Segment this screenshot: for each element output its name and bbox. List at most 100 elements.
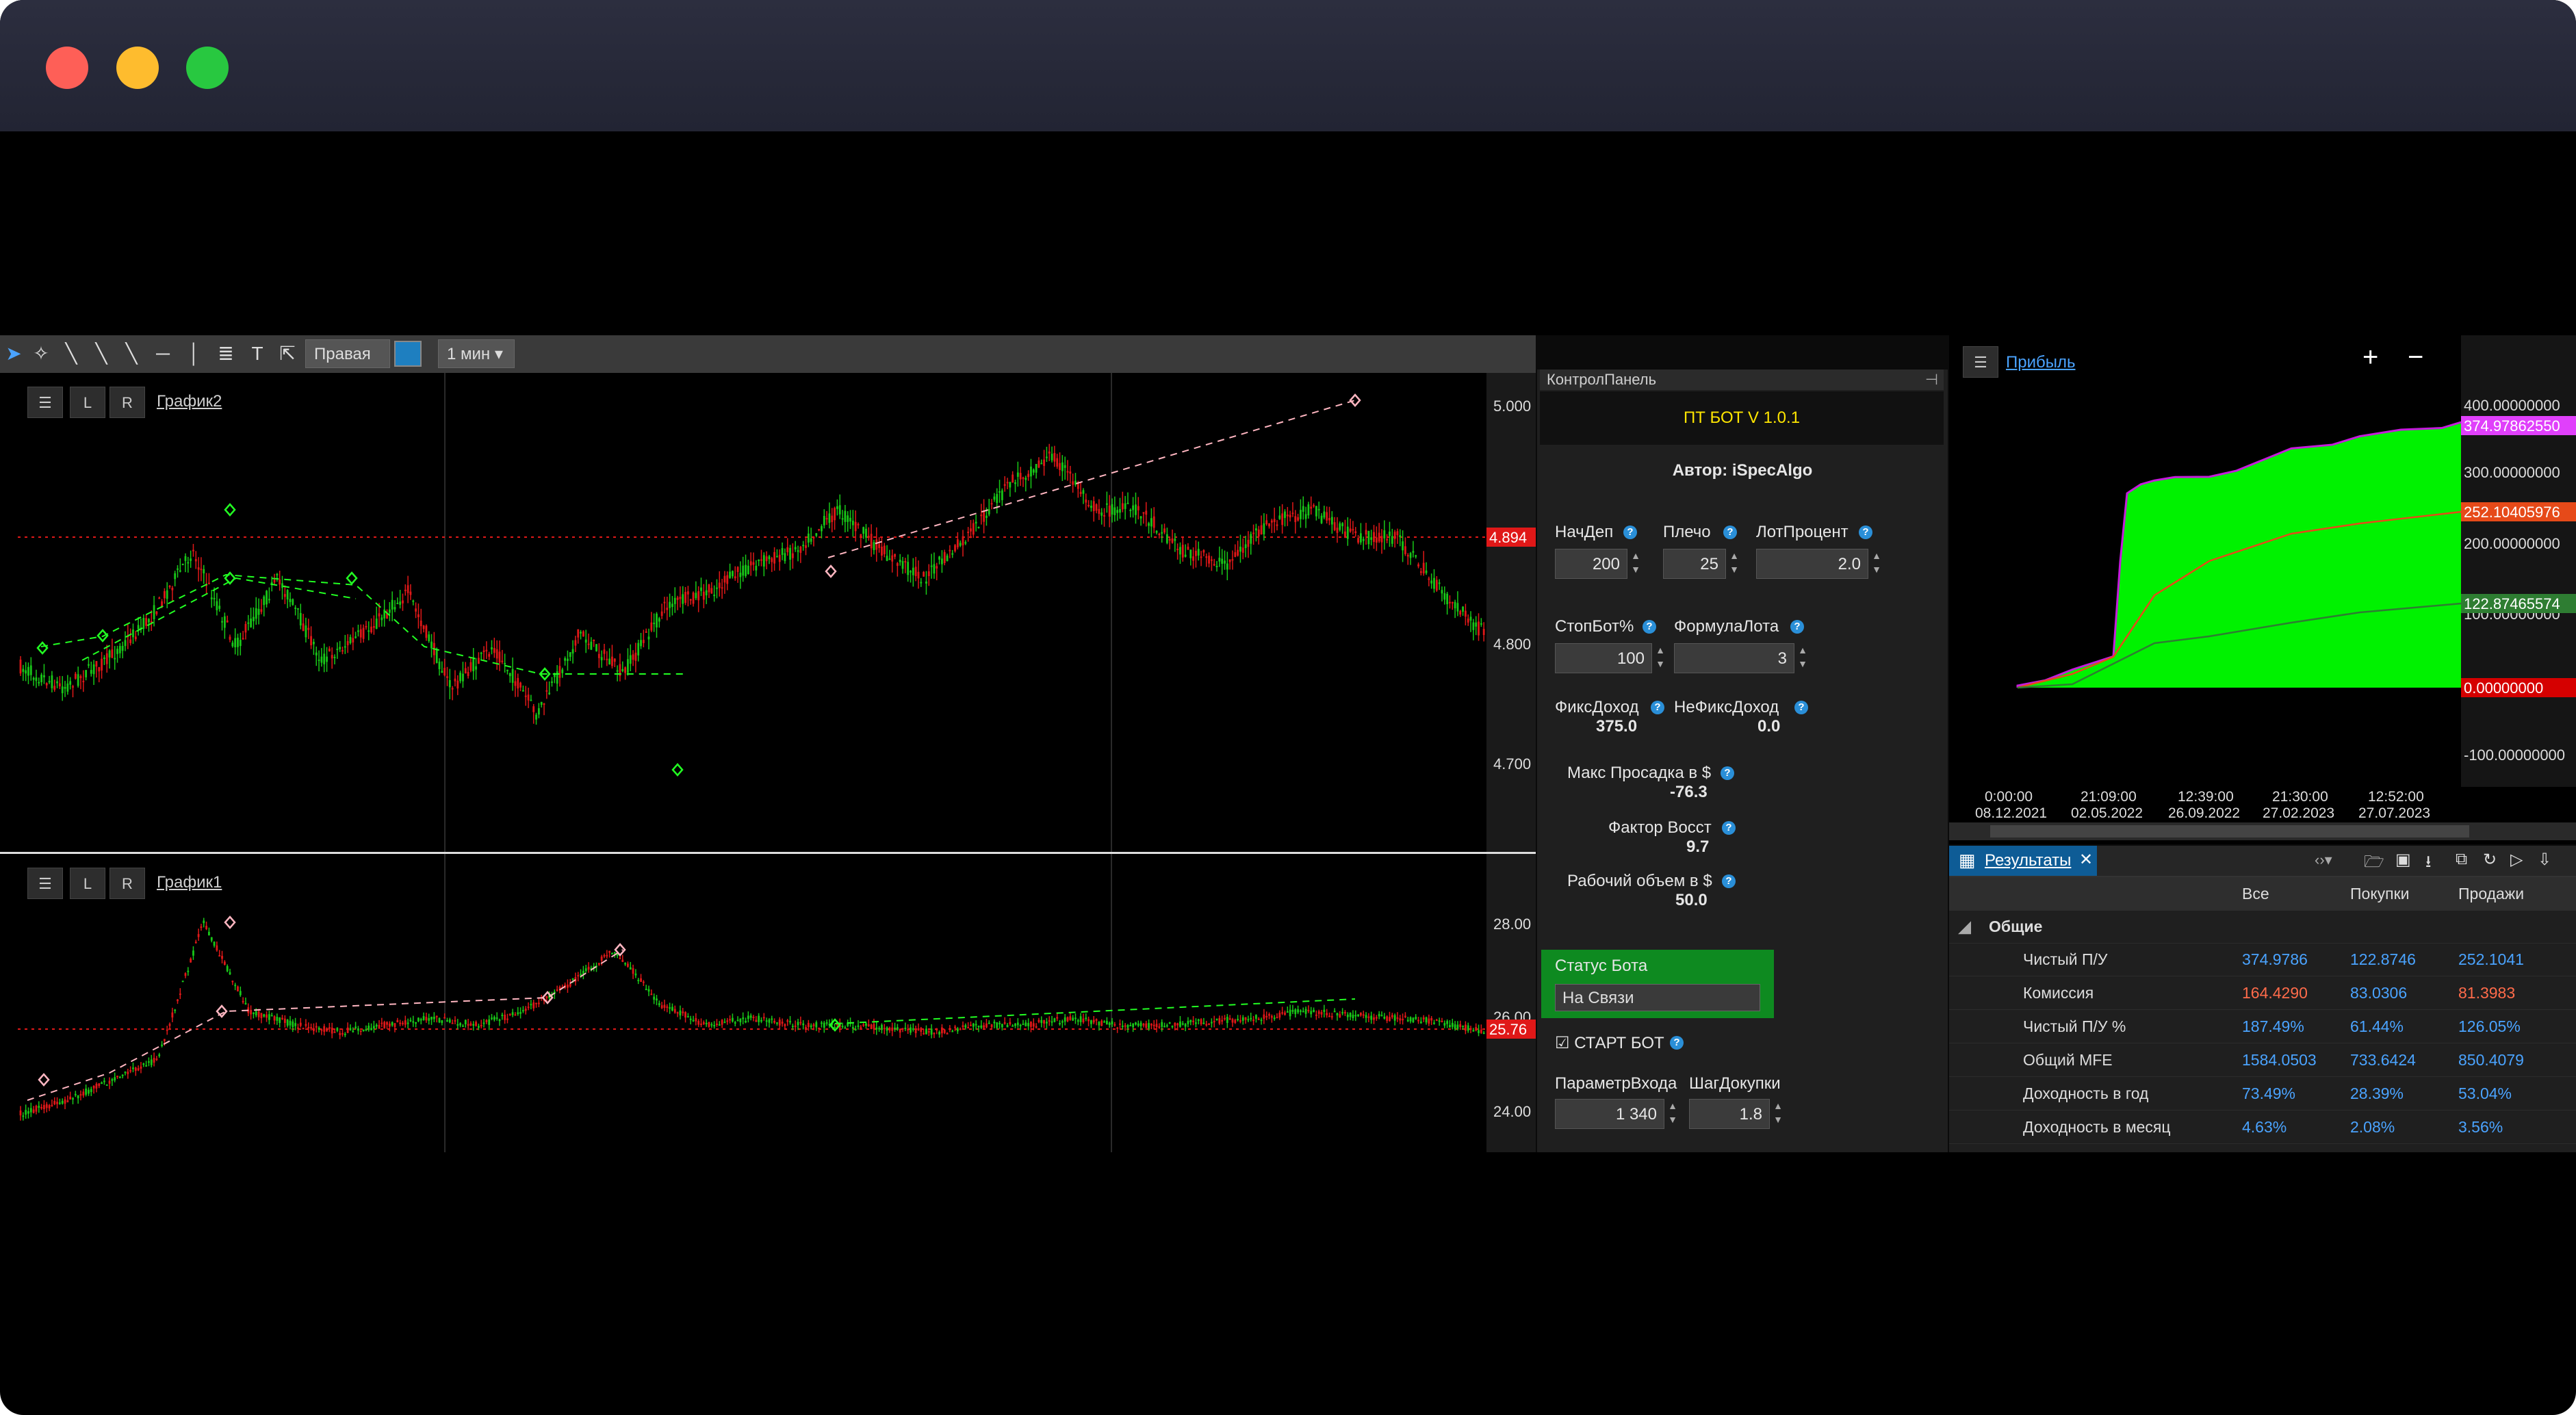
timeframe-select[interactable]: 1 мин ▾ <box>438 339 515 368</box>
candle-up <box>1333 1011 1336 1013</box>
stopbot-input[interactable]: 100 <box>1555 643 1652 673</box>
play-icon[interactable]: ▷ <box>2510 851 2523 869</box>
chart-top-name[interactable]: График2 <box>157 392 222 411</box>
candle-up <box>1226 1017 1228 1023</box>
results-tab[interactable]: Результаты <box>1949 846 2097 876</box>
stopbot-stepper[interactable]: ▲ ▼ <box>1656 645 1665 669</box>
nachdep-stepper[interactable]: ▲ ▼ <box>1631 550 1640 575</box>
col-buy-header[interactable]: Покупки <box>2350 885 2410 903</box>
candle-down <box>545 690 548 692</box>
maximize-window-button[interactable] <box>186 47 229 89</box>
lotpercent-stepper[interactable]: ▲ ▼ <box>1872 550 1881 575</box>
checkbox-icon[interactable]: ☑ <box>1555 1034 1570 1052</box>
profit-menu-icon[interactable]: ☰ <box>1963 346 1998 378</box>
collapse-icon[interactable]: ◢ <box>1959 918 1971 935</box>
save-icon[interactable]: ▣ <box>2395 851 2411 869</box>
candle-up <box>849 517 851 522</box>
formula-help-icon[interactable]: ? <box>1790 620 1804 634</box>
volume-help-icon[interactable]: ? <box>1722 874 1736 888</box>
chart-bottom[interactable]: 28.00 26.00 24.00 25.76 ☰ L R График1 <box>0 854 1536 1152</box>
zoom-in-button[interactable]: + <box>2362 342 2379 372</box>
select-area-icon[interactable]: ⇱ <box>279 343 296 364</box>
color-picker-button[interactable] <box>394 341 422 367</box>
max-drawdown-help-icon[interactable]: ? <box>1721 766 1734 780</box>
candle-down <box>454 1020 456 1022</box>
candle-up <box>1009 482 1012 488</box>
plecho-help-icon[interactable]: ? <box>1723 525 1737 539</box>
lotpercent-help-icon[interactable]: ? <box>1859 525 1872 539</box>
chart-top-left-button[interactable]: L <box>70 387 105 418</box>
col-all-header[interactable]: Все <box>2242 885 2269 903</box>
pointer-tool-icon[interactable]: ➤ <box>5 343 22 364</box>
copy-icon[interactable]: ⧉ <box>2456 850 2468 868</box>
lotpercent-input[interactable]: 2.0 <box>1756 549 1868 579</box>
navigate-icon[interactable]: ‹›▾ <box>2315 851 2332 868</box>
open-folder-icon[interactable]: 🗁 <box>2364 853 2384 871</box>
stopbot-help-icon[interactable]: ? <box>1643 620 1656 634</box>
fibonacci-tool-icon[interactable]: ≣ <box>218 343 234 364</box>
minimize-window-button[interactable] <box>116 47 159 89</box>
step-stepper[interactable]: ▲ ▼ <box>1773 1100 1783 1125</box>
candle-down <box>1032 1023 1035 1027</box>
results-row[interactable]: Чистый П/У 374.9786 122.8746 252.1041 <box>1949 943 2576 976</box>
profit-chart[interactable]: 400.00000000 300.00000000 200.00000000 100.… <box>1949 335 2576 844</box>
formula-stepper[interactable]: ▲ ▼ <box>1798 645 1807 669</box>
chart-bottom-menu-icon[interactable]: ☰ <box>27 868 63 899</box>
text-tool-icon[interactable]: T <box>251 343 263 364</box>
entry-param-stepper[interactable]: ▲ ▼ <box>1668 1100 1677 1125</box>
fix-income-help-icon[interactable]: ? <box>1651 701 1664 714</box>
candle-up <box>553 674 556 677</box>
close-tab-icon[interactable]: ✕ <box>2079 851 2094 869</box>
line-tool-icon[interactable]: ╲ <box>65 343 77 364</box>
results-row[interactable]: Чистый П/У % 187.49% 61.44% 126.05% <box>1949 1010 2576 1043</box>
chart-top-canvas[interactable]: 5.000 4.800 4.700 4.894 <box>0 373 1536 852</box>
vertical-line-icon[interactable]: │ <box>188 343 201 364</box>
candle-down <box>1326 512 1328 521</box>
download-icon[interactable]: ⭳ <box>2425 853 2432 871</box>
results-row[interactable]: Общий MFE 1584.0503 733.6424 850.4079 <box>1949 1043 2576 1077</box>
results-row[interactable]: Доходность в год 73.49% 28.39% 53.04% <box>1949 1077 2576 1111</box>
plecho-stepper[interactable]: ▲ ▼ <box>1729 550 1739 575</box>
candle-up <box>124 1072 127 1074</box>
col-sell-header[interactable]: Продажи <box>2458 885 2525 903</box>
crosshair-tool-icon[interactable]: ✧ <box>33 343 49 364</box>
profit-title[interactable]: Прибыль <box>2006 353 2076 372</box>
recovery-help-icon[interactable]: ? <box>1722 821 1736 835</box>
candle-down <box>48 1105 51 1108</box>
candle-up <box>286 590 289 600</box>
nonfix-income-help-icon[interactable]: ? <box>1794 701 1808 714</box>
export-icon[interactable]: ⇩ <box>2538 851 2552 869</box>
close-window-button[interactable] <box>46 47 88 89</box>
candle-up <box>865 1023 867 1026</box>
candle-down <box>673 1009 676 1013</box>
start-bot-help-icon[interactable]: ? <box>1670 1036 1684 1050</box>
results-row[interactable]: Доходность в месяц 4.63% 2.08% 3.56% <box>1949 1111 2576 1144</box>
chart-bottom-left-button[interactable]: L <box>70 868 105 899</box>
zoom-out-button[interactable]: − <box>2408 342 2424 372</box>
nachdep-help-icon[interactable]: ? <box>1623 525 1637 539</box>
results-group-row[interactable]: ◢ Общие <box>1949 910 2576 944</box>
pin-icon[interactable]: ⊣ <box>1924 371 1938 388</box>
step-input[interactable]: 1.8 <box>1689 1099 1770 1129</box>
candle-up <box>488 1019 491 1025</box>
plecho-input[interactable]: 25 <box>1663 549 1726 579</box>
chart-bottom-right-button[interactable]: R <box>110 868 145 899</box>
start-bot-checkbox[interactable]: ☑ СТАРТ БОТ <box>1555 1033 1664 1053</box>
profit-chart-canvas[interactable]: 400.00000000300.00000000200.00000000100.… <box>1949 335 2576 844</box>
chart-top[interactable]: 5.000 4.800 4.700 4.894 ☰ L R График2 <box>0 373 1536 854</box>
ray-tool-icon[interactable]: ╲ <box>95 343 107 364</box>
axis-side-select[interactable]: Правая ▾ <box>305 339 390 392</box>
chart-top-right-button[interactable]: R <box>110 387 145 418</box>
formula-input[interactable]: 3 <box>1674 643 1794 673</box>
refresh-icon[interactable]: ↻ <box>2483 851 2497 869</box>
segment-tool-icon[interactable]: ╲ <box>125 343 138 364</box>
candle-up <box>412 1021 415 1023</box>
nachdep-input[interactable]: 200 <box>1555 549 1627 579</box>
candle-up <box>758 1015 760 1022</box>
entry-param-input[interactable]: 1 340 <box>1555 1099 1664 1129</box>
results-row[interactable]: Комиссия 164.4290 83.0306 81.3983 <box>1949 976 2576 1010</box>
chart-top-menu-icon[interactable]: ☰ <box>27 387 63 418</box>
horizontal-line-icon[interactable]: ─ <box>156 343 170 364</box>
chart-bottom-name[interactable]: График1 <box>157 873 222 892</box>
